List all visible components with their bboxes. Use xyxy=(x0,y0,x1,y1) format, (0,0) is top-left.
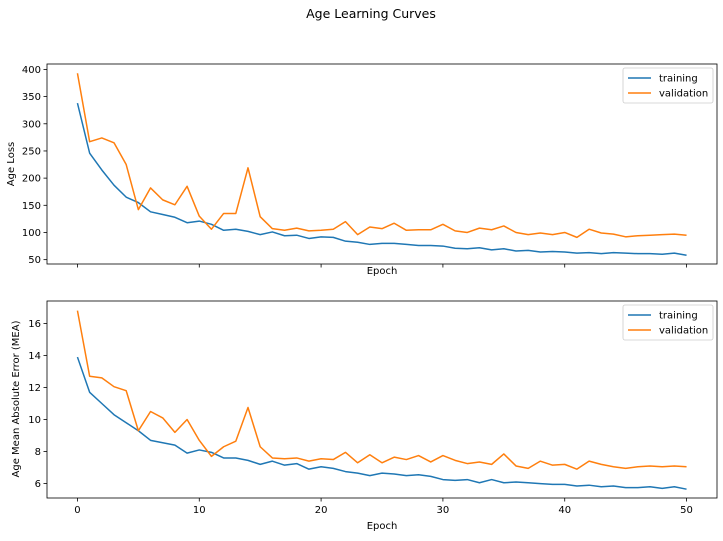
age-mae-ytick-label: 8 xyxy=(35,447,41,458)
age-mae-xtick-label: 50 xyxy=(680,505,693,516)
age-loss-panel: 50 100 150 200 250 300 350 400 Epoch Age Loss t… xyxy=(6,63,718,277)
age-mae-xtick-label: 0 xyxy=(74,505,80,516)
age-mae-ytick-label: 10 xyxy=(28,415,41,426)
age-loss-axes-frame xyxy=(46,63,718,265)
age-loss-lines xyxy=(76,73,687,257)
age-mae-yticks: 6 8 10 12 14 16 xyxy=(28,319,47,490)
age-mae-legend-frame xyxy=(622,304,714,341)
age-loss-ytick-label: 100 xyxy=(22,228,41,239)
age-loss-ytick-label: 200 xyxy=(22,174,41,185)
age-mae-ytick-label: 14 xyxy=(28,351,41,362)
age-loss-ytick-label: 400 xyxy=(22,65,41,76)
age-mae-xlabel: Epoch xyxy=(367,521,398,532)
age-mae-lines xyxy=(76,310,687,490)
age-loss-training-line xyxy=(76,102,687,257)
age-mae-xtick-label: 20 xyxy=(315,505,328,516)
age-loss-ytick-label: 300 xyxy=(22,119,41,130)
age-mae-axes-frame xyxy=(46,300,718,499)
age-mae-panel: 0 10 20 30 40 50 6 8 10 12 14 16 Epoch Age Mean Ab… xyxy=(11,300,718,532)
age-mae-training-line xyxy=(76,356,687,490)
age-mae-ytick-label: 6 xyxy=(35,479,41,490)
age-mae-xticks: 0 10 20 30 40 50 xyxy=(74,498,693,516)
age-loss-ytick-label: 350 xyxy=(22,92,41,103)
age-loss-xlabel: Epoch xyxy=(367,266,398,277)
age-loss-legend-training-label: training xyxy=(659,74,698,85)
age-loss-yticks: 50 100 150 200 250 300 350 400 xyxy=(22,65,47,266)
age-mae-xtick-label: 10 xyxy=(193,505,206,516)
age-loss-legend-validation-label: validation xyxy=(659,89,708,100)
age-mae-ytick-label: 16 xyxy=(28,319,41,330)
age-loss-ytick-label: 150 xyxy=(22,201,41,212)
age-loss-ytick-label: 50 xyxy=(28,255,41,266)
age-mae-validation-line xyxy=(76,310,687,470)
age-loss-xticks xyxy=(77,264,687,268)
age-mae-legend: training validation xyxy=(622,304,714,341)
age-mae-xtick-label: 40 xyxy=(558,505,571,516)
age-mae-legend-training-label: training xyxy=(659,311,698,322)
age-mae-legend-validation-label: validation xyxy=(659,326,708,337)
age-loss-ylabel: Age Loss xyxy=(6,142,17,186)
age-loss-validation-line xyxy=(76,73,687,239)
age-loss-ytick-label: 250 xyxy=(22,146,41,157)
figure-title: Age Learning Curves xyxy=(306,6,436,21)
age-loss-legend: training validation xyxy=(622,67,714,104)
age-loss-legend-frame xyxy=(622,67,714,104)
age-mae-ytick-label: 12 xyxy=(28,383,41,394)
age-mae-xtick-label: 30 xyxy=(437,505,450,516)
age-mae-ylabel: Age Mean Absolute Error (MEA) xyxy=(11,320,22,477)
